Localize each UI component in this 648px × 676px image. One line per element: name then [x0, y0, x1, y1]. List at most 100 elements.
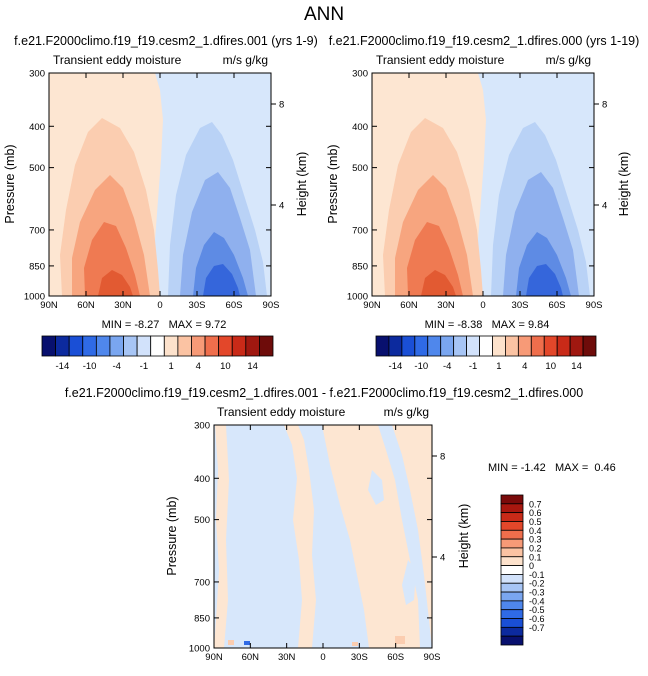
panel-3: f.e21.F2000climo.f19_f19.cesm2_1.dfires.… — [65, 386, 616, 663]
panel-1-units: m/s g/kg — [223, 53, 268, 67]
height-tick-label: 8 — [602, 100, 607, 111]
colorbar-label: -4 — [113, 361, 121, 372]
colorbar-swatch — [479, 335, 493, 357]
x-tick-label: 90N — [40, 300, 58, 311]
colorbar-label: 4 — [196, 361, 201, 372]
colorbar-swatch — [582, 335, 597, 357]
panel-2-ylabel-right: Height (km) — [617, 152, 631, 217]
y-tick-label: 700 — [29, 225, 45, 236]
colorbar-swatch — [68, 335, 84, 357]
panel-2-units: m/s g/kg — [546, 53, 591, 67]
colorbar-label: -1 — [140, 361, 148, 372]
colorbar-label: 14 — [247, 361, 258, 372]
colorbar-swatch — [500, 609, 524, 619]
y-tick-label: 300 — [29, 69, 45, 80]
colorbar-swatch — [556, 335, 571, 357]
colorbar-swatch — [500, 626, 524, 637]
x-tick-label: 90S — [263, 300, 280, 311]
field-fill-warm-4 — [98, 270, 133, 296]
colorbar-label: -0.2 — [529, 579, 545, 589]
field-fill-warm-3 — [407, 222, 463, 296]
colorbar-swatch — [500, 556, 524, 566]
colorbar-label: 0 — [529, 561, 534, 571]
panel-1-stats: MIN = -8.27 MAX = 9.72 — [102, 319, 227, 331]
colorbar-swatch — [218, 335, 233, 357]
colorbar-swatch — [401, 335, 416, 357]
y-tick-label: 400 — [29, 122, 45, 133]
colorbar-swatch — [500, 565, 524, 575]
colorbar-swatch — [388, 335, 403, 357]
colorbar-difference: 0.70.60.50.40.30.20.10-0.1-0.2-0.3-0.4-0… — [500, 494, 545, 646]
colorbar-swatch — [569, 335, 584, 357]
colorbar-label: -0.4 — [529, 596, 545, 606]
x-tick-label: 90N — [363, 300, 381, 311]
colorbar-swatch — [177, 335, 192, 357]
colorbar-swatch — [82, 335, 97, 357]
colorbar-label: 10 — [545, 361, 556, 372]
x-tick-label: 60N — [242, 652, 260, 663]
colorbar-label: -0.6 — [529, 614, 545, 624]
colorbar-swatch — [517, 335, 532, 357]
panel-3-left-label: Transient eddy moisture — [217, 405, 346, 419]
colorbar-swatch — [123, 335, 138, 357]
diff-fill-warm-b — [284, 425, 316, 648]
colorbar-label: 0.3 — [529, 535, 542, 545]
colorbar-swatch — [204, 335, 220, 357]
y-tick-label: 1000 — [24, 292, 45, 303]
colorbar-label: -4 — [443, 361, 451, 372]
x-tick-label: 60S — [226, 300, 243, 311]
x-tick-label: 0 — [157, 300, 162, 311]
diff-fill-warm-d — [392, 425, 432, 648]
diff-min-spot — [244, 641, 250, 645]
y-tick-label: 400 — [352, 122, 368, 133]
panel-1-title: f.e21.F2000climo.f19_f19.cesm2_1.dfires.… — [14, 34, 318, 48]
colorbar-label: 10 — [220, 361, 231, 372]
diff-warm-spot — [228, 640, 234, 645]
colorbar-swatch — [109, 335, 124, 357]
panel-1: f.e21.F2000climo.f19_f19.cesm2_1.dfires.… — [3, 34, 318, 331]
panel-3-field — [214, 425, 432, 648]
x-tick-label: 0 — [480, 300, 485, 311]
colorbar-swatch — [500, 635, 524, 646]
x-tick-label: 30S — [351, 652, 368, 663]
panel-2-stats: MIN = -8.38 MAX = 9.84 — [425, 319, 550, 331]
panel-1-ylabel-right: Height (km) — [295, 152, 309, 217]
y-tick-label: 500 — [352, 163, 368, 174]
panel-3-units: m/s g/kg — [384, 405, 429, 419]
x-tick-label: 60N — [400, 300, 418, 311]
diff-warm-spot — [352, 642, 358, 646]
height-tick-label: 4 — [279, 201, 284, 212]
height-tick-label: 4 — [440, 553, 445, 564]
colorbar-label: 1 — [168, 361, 173, 372]
colorbar-label: -1 — [469, 361, 477, 372]
colorbar-swatch — [500, 574, 524, 584]
colorbar-swatch — [427, 335, 442, 357]
panel-1-ylabel: Pressure (mb) — [3, 144, 17, 223]
y-tick-label: 400 — [194, 474, 210, 485]
y-tick-label: 1000 — [347, 292, 368, 303]
x-tick-label: 60S — [549, 300, 566, 311]
panel-1-field — [49, 73, 271, 296]
y-tick-label: 500 — [194, 515, 210, 526]
colorbar-top-right: -14 -10 -4 -1 1 4 10 14 — [375, 335, 597, 372]
panel-2-left-label: Transient eddy moisture — [376, 53, 505, 67]
x-tick-label: 30N — [114, 300, 132, 311]
height-tick-label: 4 — [602, 201, 607, 212]
diff-fill-warm-a — [214, 425, 229, 648]
diff-fill-cool-patch — [368, 470, 384, 505]
colorbar-swatch — [466, 335, 480, 357]
x-tick-label: 30S — [512, 300, 529, 311]
colorbar-swatch — [500, 600, 524, 611]
colorbar-label: 0.2 — [529, 543, 542, 553]
x-tick-label: 30S — [189, 300, 206, 311]
panel-2-ylabel: Pressure (mb) — [326, 144, 340, 223]
colorbar-swatch — [530, 335, 545, 357]
field-fill-cool-4 — [203, 264, 240, 296]
x-tick-label: 90S — [586, 300, 603, 311]
colorbar-swatch — [500, 538, 524, 549]
colorbar-label: 0.5 — [529, 517, 542, 527]
colorbar-swatch — [375, 335, 390, 357]
colorbar-swatch — [163, 335, 179, 357]
colorbar-swatch — [191, 335, 206, 357]
colorbar-swatch — [41, 335, 56, 357]
